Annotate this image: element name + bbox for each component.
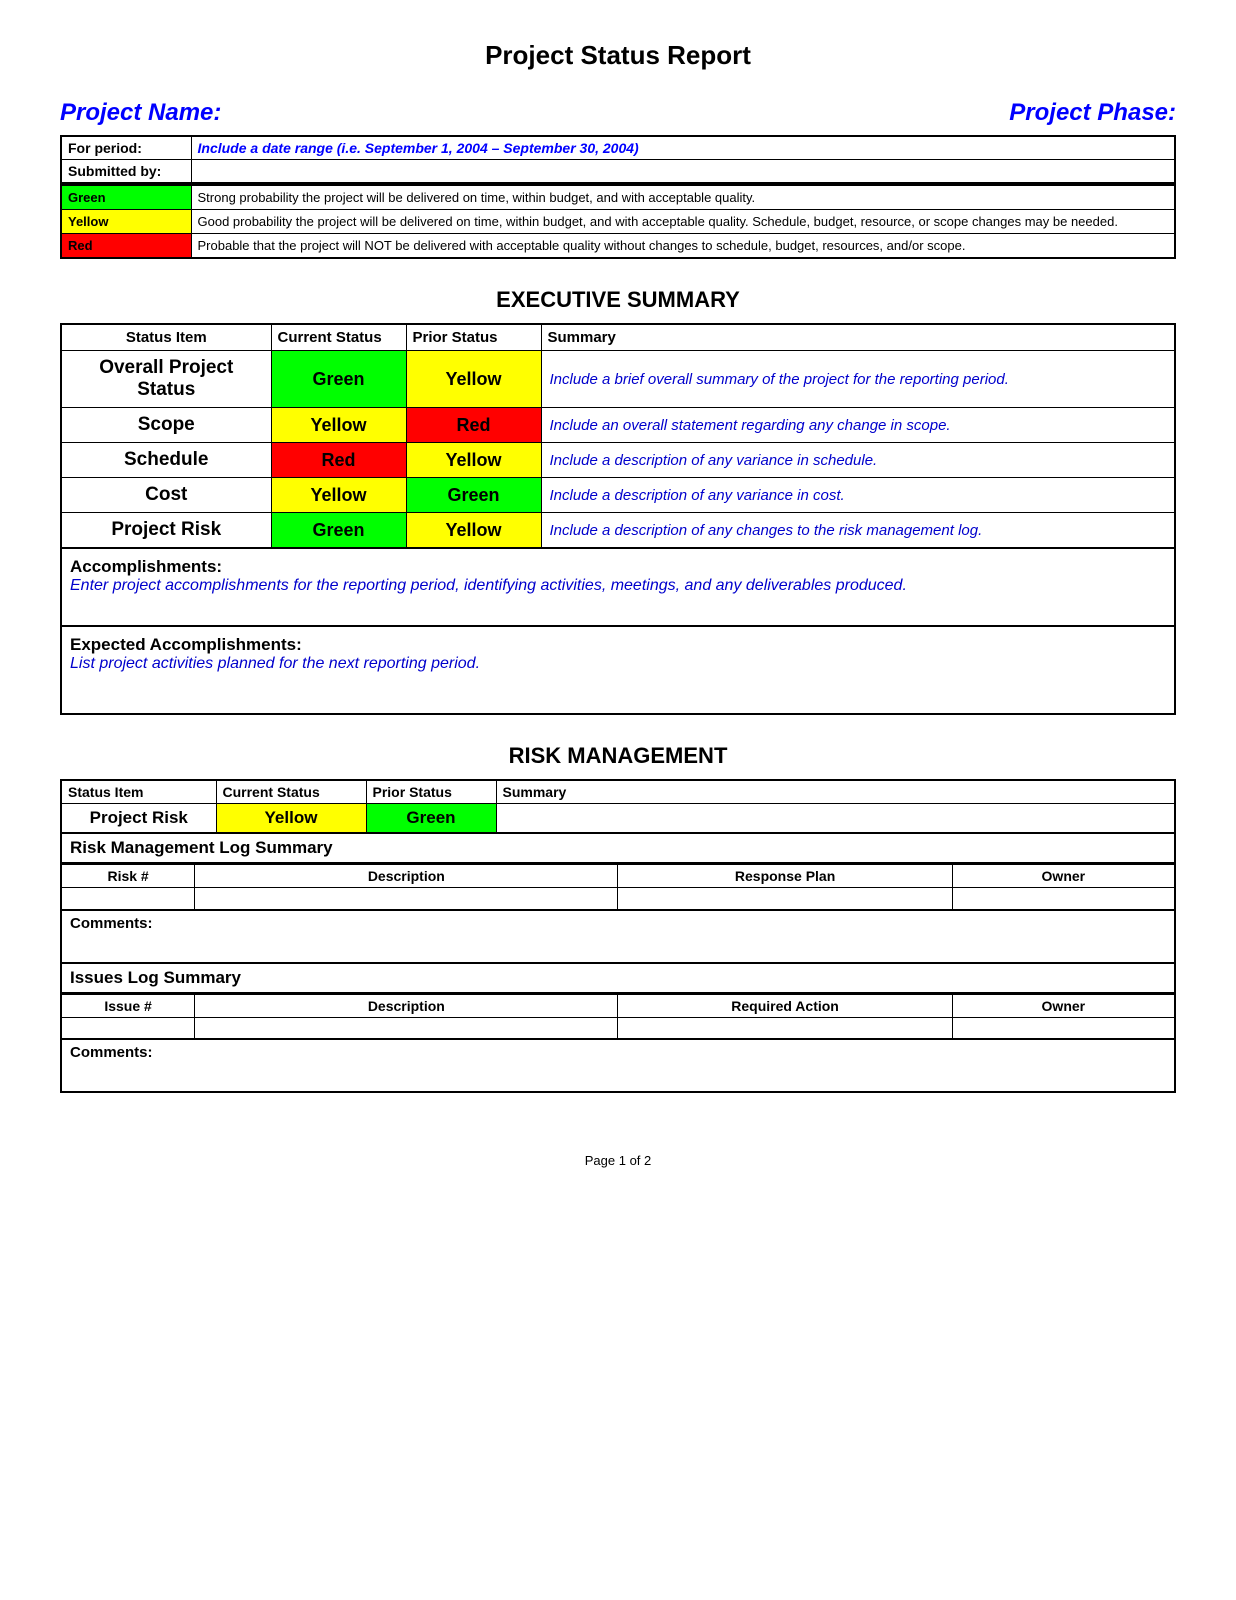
risk-col-header: Prior Status <box>366 780 496 804</box>
issues-comments: Comments: <box>60 1040 1176 1093</box>
legend-color-green: Green <box>61 185 191 210</box>
exec-item: Overall Project Status <box>61 351 271 408</box>
exec-current-status: Green <box>271 513 406 549</box>
issues-log-table: Issue #DescriptionRequired ActionOwner <box>60 994 1176 1041</box>
exec-summary-text: Include an overall statement regarding a… <box>541 408 1175 443</box>
accomplishments-hint: Enter project accomplishments for the re… <box>70 577 1166 595</box>
expected-hint: List project activities planned for the … <box>70 655 1166 673</box>
exec-col-header: Status Item <box>61 324 271 351</box>
expected-label: Expected Accomplishments: <box>70 635 1166 655</box>
exec-current-status: Red <box>271 443 406 478</box>
submitted-by-label: Submitted by: <box>61 160 191 184</box>
for-period-hint: Include a date range (i.e. September 1, … <box>191 136 1175 160</box>
risk-comments: Comments: <box>60 911 1176 964</box>
meta-table: For period: Include a date range (i.e. S… <box>60 135 1176 184</box>
exec-current-status: Green <box>271 351 406 408</box>
log-col-header: Description <box>195 994 618 1017</box>
log-empty-cell <box>195 1017 618 1039</box>
log-empty-cell <box>61 1017 195 1039</box>
risk-col-header: Status Item <box>61 780 216 804</box>
legend-desc: Probable that the project will NOT be de… <box>191 234 1175 259</box>
exec-col-header: Prior Status <box>406 324 541 351</box>
log-col-header: Owner <box>952 865 1175 888</box>
exec-current-status: Yellow <box>271 478 406 513</box>
log-empty-cell <box>952 1017 1175 1039</box>
exec-prior-status: Red <box>406 408 541 443</box>
exec-summary-text: Include a description of any variance in… <box>541 443 1175 478</box>
exec-item: Schedule <box>61 443 271 478</box>
risk-log-title: Risk Management Log Summary <box>60 834 1176 864</box>
risk-summary-text <box>496 804 1175 834</box>
log-col-header: Issue # <box>61 994 195 1017</box>
page-footer: Page 1 of 2 <box>60 1153 1176 1168</box>
accomplishments-label: Accomplishments: <box>70 557 1166 577</box>
exec-summary-text: Include a description of any variance in… <box>541 478 1175 513</box>
expected-block: Expected Accomplishments: List project a… <box>60 627 1176 715</box>
risk-col-header: Current Status <box>216 780 366 804</box>
exec-current-status: Yellow <box>271 408 406 443</box>
legend-color-red: Red <box>61 234 191 259</box>
issues-log-title: Issues Log Summary <box>60 964 1176 994</box>
log-empty-cell <box>195 888 618 910</box>
for-period-label: For period: <box>61 136 191 160</box>
legend-table: GreenStrong probability the project will… <box>60 184 1176 259</box>
exec-prior-status: Yellow <box>406 443 541 478</box>
exec-prior-status: Yellow <box>406 351 541 408</box>
project-phase-label: Project Phase: <box>1009 99 1176 127</box>
exec-item: Scope <box>61 408 271 443</box>
exec-prior-status: Yellow <box>406 513 541 549</box>
exec-summary-text: Include a description of any changes to … <box>541 513 1175 549</box>
risk-col-header: Summary <box>496 780 1175 804</box>
log-col-header: Owner <box>952 994 1175 1017</box>
exec-summary-table: Status ItemCurrent StatusPrior StatusSum… <box>60 323 1176 549</box>
legend-desc: Good probability the project will be del… <box>191 210 1175 234</box>
exec-prior-status: Green <box>406 478 541 513</box>
log-empty-cell <box>952 888 1175 910</box>
exec-summary-title: EXECUTIVE SUMMARY <box>60 287 1176 313</box>
risk-header-table: Status ItemCurrent StatusPrior StatusSum… <box>60 779 1176 834</box>
log-empty-cell <box>618 1017 952 1039</box>
risk-prior-status: Green <box>366 804 496 834</box>
risk-current-status: Yellow <box>216 804 366 834</box>
log-empty-cell <box>61 888 195 910</box>
risk-item: Project Risk <box>61 804 216 834</box>
log-empty-cell <box>618 888 952 910</box>
log-col-header: Description <box>195 865 618 888</box>
exec-col-header: Summary <box>541 324 1175 351</box>
accomplishments-block: Accomplishments: Enter project accomplis… <box>60 549 1176 627</box>
legend-color-yellow: Yellow <box>61 210 191 234</box>
header-row: Project Name: Project Phase: <box>60 99 1176 127</box>
page-title: Project Status Report <box>60 40 1176 71</box>
project-name-label: Project Name: <box>60 99 221 127</box>
exec-col-header: Current Status <box>271 324 406 351</box>
log-col-header: Risk # <box>61 865 195 888</box>
exec-item: Cost <box>61 478 271 513</box>
log-col-header: Response Plan <box>618 865 952 888</box>
exec-summary-text: Include a brief overall summary of the p… <box>541 351 1175 408</box>
submitted-by-value <box>191 160 1175 184</box>
risk-mgmt-title: RISK MANAGEMENT <box>60 743 1176 769</box>
log-col-header: Required Action <box>618 994 952 1017</box>
risk-log-table: Risk #DescriptionResponse PlanOwner <box>60 864 1176 911</box>
legend-desc: Strong probability the project will be d… <box>191 185 1175 210</box>
exec-item: Project Risk <box>61 513 271 549</box>
